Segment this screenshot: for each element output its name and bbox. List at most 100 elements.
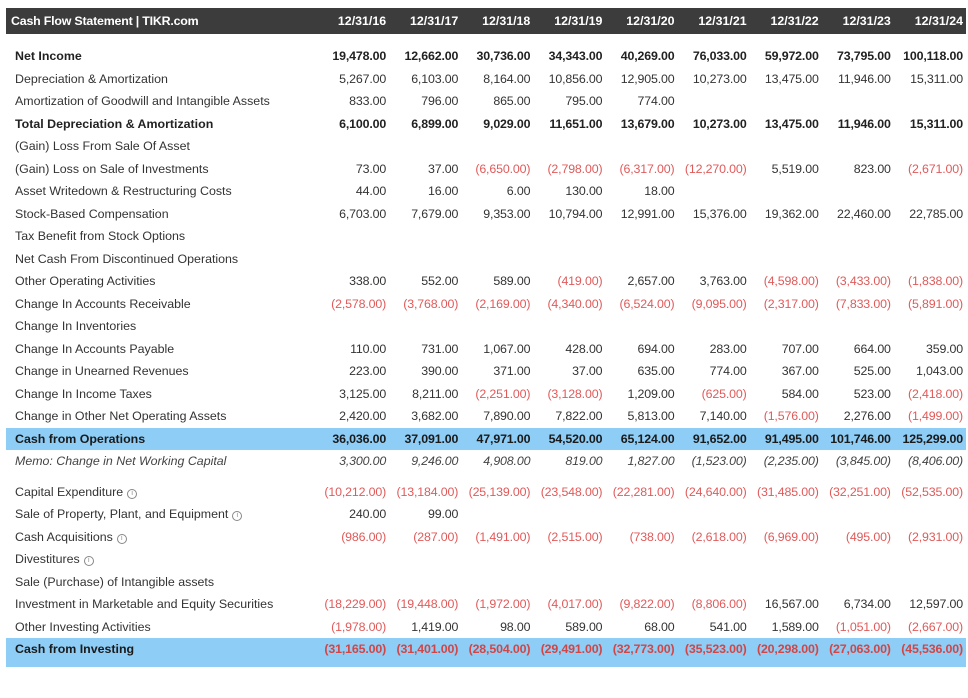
column-header[interactable]: 12/31/18 bbox=[461, 8, 534, 34]
value-cell bbox=[389, 315, 461, 338]
row-gain-loss-from-sale-of-asset[interactable]: (Gain) Loss From Sale Of Asset bbox=[6, 135, 966, 158]
value-cell: 390.00 bbox=[421, 364, 459, 378]
value-cell: 10,273.00 bbox=[692, 71, 747, 86]
row-sale-purchase-of-intangible-assets[interactable]: Sale (Purchase) of Intangible assets bbox=[6, 571, 966, 594]
column-header[interactable]: 12/31/19 bbox=[533, 8, 606, 34]
row-divestitures[interactable]: Divestitures i bbox=[6, 548, 966, 571]
row-change-in-income-taxes[interactable]: Change In Income Taxes 3,125.00 8,211.00 (2… bbox=[6, 383, 966, 406]
row-memo-change-in-net-working-capital[interactable]: Memo: Change in Net Working Capital 3,300… bbox=[6, 450, 966, 473]
value-cell bbox=[461, 571, 533, 594]
value-cell bbox=[822, 90, 894, 113]
column-header[interactable]: 12/31/21 bbox=[677, 8, 750, 34]
column-header[interactable]: 12/31/17 bbox=[389, 8, 462, 34]
row-label-text: Change in Other Net Operating Assets bbox=[15, 409, 227, 423]
info-circle-icon[interactable]: i bbox=[127, 488, 138, 499]
value-cell bbox=[605, 135, 677, 158]
row-label-text: Stock-Based Compensation bbox=[15, 206, 169, 221]
value-cell: 694.00 bbox=[637, 341, 675, 356]
value-cell bbox=[533, 503, 605, 526]
value-cell bbox=[605, 548, 677, 571]
row-investment-in-marketable-and-equity-securities[interactable]: Investment in Marketable and Equity Secu… bbox=[6, 593, 966, 616]
row-cash-acquisitions[interactable]: Cash Acquisitions i (986.00) (287.00) (1,491… bbox=[6, 526, 966, 549]
value-cell: 833.00 bbox=[349, 94, 387, 108]
value-cell: 774.00 bbox=[637, 94, 675, 108]
value-cell bbox=[605, 315, 677, 338]
value-cell: 589.00 bbox=[493, 274, 531, 288]
value-cell: (32,773.00) bbox=[605, 638, 678, 661]
row-label-text: Cash Acquisitions bbox=[15, 529, 113, 544]
column-header[interactable]: 12/31/22 bbox=[749, 8, 822, 34]
row-label: Amortization of Goodwill and Intangible … bbox=[6, 90, 317, 113]
spacer-cell bbox=[6, 34, 966, 45]
row-cash-from-investing[interactable]: Cash from Investing (31,165.00) (31,401.00… bbox=[6, 638, 966, 661]
value-cell: 7,679.00 bbox=[411, 206, 459, 221]
row-label: Stock-Based Compensation bbox=[6, 203, 317, 226]
value-cell bbox=[389, 571, 461, 594]
info-circle-icon[interactable]: i bbox=[116, 533, 127, 544]
value-cell bbox=[822, 503, 894, 526]
spacer-cell bbox=[6, 473, 966, 481]
value-cell: 37,091.00 bbox=[389, 427, 462, 450]
row-tax-benefit-from-stock-options[interactable]: Tax Benefit from Stock Options bbox=[6, 225, 966, 248]
value-cell: (4,340.00) bbox=[547, 296, 603, 311]
value-cell: 371.00 bbox=[493, 364, 531, 378]
info-circle-icon[interactable]: i bbox=[232, 511, 243, 521]
row-label-text: Other Operating Activities bbox=[15, 274, 156, 288]
row-label-text: Capital Expenditure bbox=[15, 484, 124, 499]
value-cell: 34,343.00 bbox=[548, 49, 603, 63]
row-other-operating-activities[interactable]: Other Operating Activities 338.00 552.00 58… bbox=[6, 270, 966, 293]
value-cell: 11,946.00 bbox=[837, 71, 891, 86]
cash-flow-table: Cash Flow Statement | TIKR.com 12/31/16 … bbox=[6, 8, 966, 667]
value-cell: 1,043.00 bbox=[915, 364, 963, 378]
row-stock-based-compensation[interactable]: Stock-Based Compensation 6,703.00 7,679.00… bbox=[6, 203, 966, 226]
value-cell: (2,671.00) bbox=[908, 161, 963, 176]
value-cell bbox=[894, 225, 966, 248]
value-cell: 635.00 bbox=[637, 364, 675, 378]
row-other-investing-activities[interactable]: Other Investing Activities (1,978.00) 1,41… bbox=[6, 616, 966, 639]
row-change-in-accounts-payable[interactable]: Change In Accounts Payable 110.00 731.00 1,… bbox=[6, 338, 966, 361]
value-cell bbox=[605, 503, 677, 526]
spacer-row bbox=[6, 34, 966, 45]
row-label: Asset Writedown & Restructuring Costs bbox=[6, 180, 317, 203]
row-net-cash-from-discontinued-operations[interactable]: Net Cash From Discontinued Operations bbox=[6, 248, 966, 271]
row-amortization-of-goodwill-and-intangible-assets[interactable]: Amortization of Goodwill and Intangible … bbox=[6, 90, 966, 113]
value-cell: 37.00 bbox=[427, 161, 459, 176]
column-header[interactable]: 12/31/20 bbox=[605, 8, 678, 34]
value-cell: 54,520.00 bbox=[533, 427, 606, 450]
value-cell: 22,460.00 bbox=[837, 206, 891, 221]
value-cell: 8,211.00 bbox=[412, 386, 459, 401]
value-cell: 223.00 bbox=[349, 364, 387, 378]
value-cell: 11,946.00 bbox=[837, 116, 891, 131]
value-cell: (738.00) bbox=[629, 529, 675, 544]
column-header[interactable]: 12/31/16 bbox=[317, 8, 390, 34]
row-change-in-inventories[interactable]: Change In Inventories bbox=[6, 315, 966, 338]
value-cell: 100,118.00 bbox=[903, 49, 963, 63]
row-depreciation-amortization[interactable]: Depreciation & Amortization 5,267.00 6,103… bbox=[6, 68, 966, 91]
row-label-text: Change In Inventories bbox=[15, 319, 137, 333]
row-gain-loss-on-sale-of-investments[interactable]: (Gain) Loss on Sale of Investments 73.00 3… bbox=[6, 158, 966, 181]
row-total-depreciation-amortization[interactable]: Total Depreciation & Amortization 6,100.0… bbox=[6, 113, 966, 136]
value-cell bbox=[533, 548, 605, 571]
value-cell: 428.00 bbox=[565, 341, 603, 356]
row-capital-expenditure[interactable]: Capital Expenditure i (10,212.00) (13,184.0… bbox=[6, 481, 966, 504]
value-cell bbox=[822, 135, 894, 158]
value-cell: (31,401.00) bbox=[389, 638, 462, 661]
value-cell: 4,908.00 bbox=[483, 454, 531, 468]
column-header[interactable]: 12/31/23 bbox=[821, 8, 894, 34]
value-cell: 6.00 bbox=[506, 184, 531, 198]
value-cell: (287.00) bbox=[413, 529, 459, 544]
value-cell: (5,891.00) bbox=[908, 296, 963, 311]
value-cell: (35,523.00) bbox=[677, 638, 750, 661]
row-change-in-accounts-receivable[interactable]: Change In Accounts Receivable (2,578.00) (… bbox=[6, 293, 966, 316]
row-cash-from-operations[interactable]: Cash from Operations 36,036.00 37,091.00 47… bbox=[6, 427, 966, 450]
row-net-income[interactable]: Net Income 19,478.00 12,662.00 30,736.00 34,… bbox=[6, 45, 966, 68]
row-sale-of-property-plant-and-equipment[interactable]: Sale of Property, Plant, and Equipment i 2… bbox=[6, 503, 966, 526]
info-circle-icon[interactable]: i bbox=[83, 556, 94, 566]
column-header[interactable]: 12/31/24 bbox=[893, 8, 966, 34]
value-cell: 5,519.00 bbox=[771, 161, 819, 176]
value-cell bbox=[317, 225, 389, 248]
row-change-in-unearned-revenues[interactable]: Change in Unearned Revenues 223.00 390.00 3… bbox=[6, 360, 966, 383]
row-change-in-other-net-operating-assets[interactable]: Change in Other Net Operating Assets 2,42… bbox=[6, 405, 966, 428]
value-cell: (2,251.00) bbox=[475, 386, 531, 401]
row-asset-writedown-restructuring-costs[interactable]: Asset Writedown & Restructuring Costs 44.… bbox=[6, 180, 966, 203]
